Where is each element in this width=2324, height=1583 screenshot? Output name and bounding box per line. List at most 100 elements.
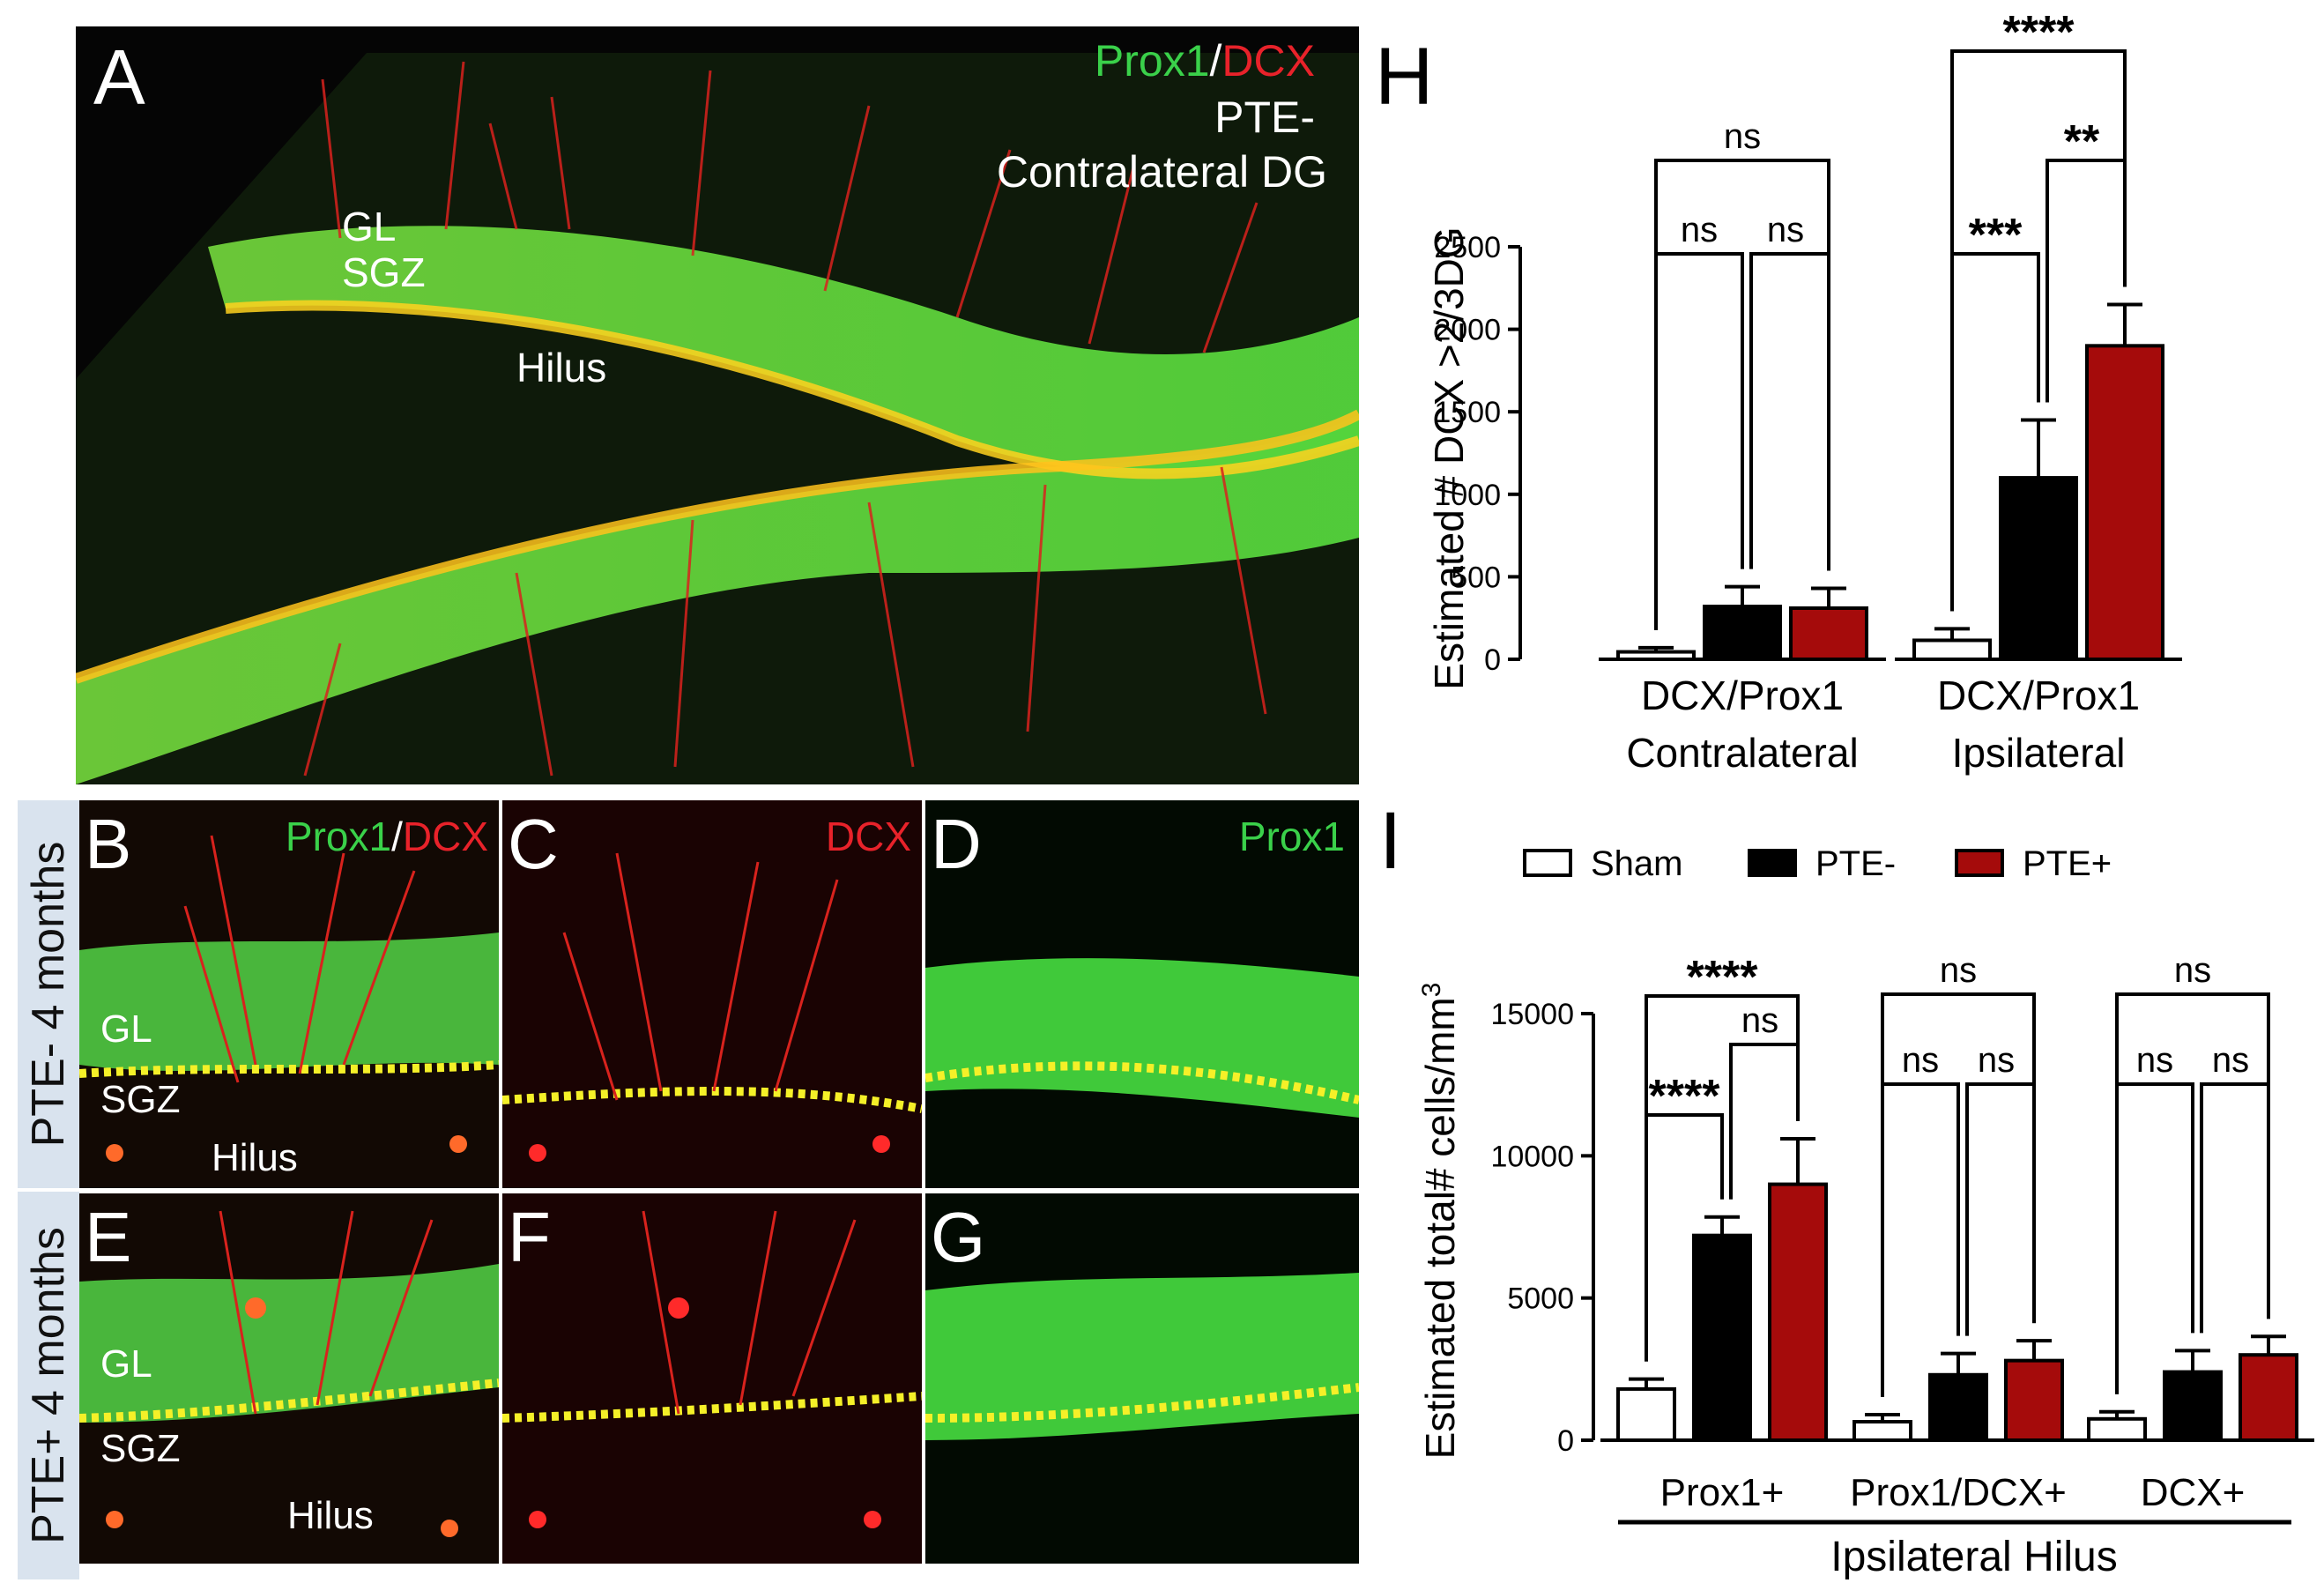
panel-letter-a: A [93,33,145,121]
region-sgz-a: SGZ [342,249,426,295]
panel-letter-e: E [85,1198,132,1276]
region-hilus-b: Hilus [212,1136,298,1179]
bar [1692,1233,1752,1443]
significance-label: ns [1902,1041,1939,1080]
stain-slash: / [1209,36,1222,85]
y-tick-label: 500 [1451,561,1501,594]
dentate-gyrus-image-b [79,800,499,1188]
bar [1616,650,1696,661]
significance-bracket [1749,252,1830,571]
significance-label: ns [1978,1041,2015,1080]
bar [1616,1386,1676,1443]
bar [1768,1182,1828,1442]
significance-label: **** [1687,952,1759,1003]
region-sgz-e: SGZ [100,1427,181,1470]
y-axis-label: Estimated # DCX >2/3DG [1426,227,1472,689]
legend-label: Sham [1591,844,1683,883]
region-gl-e: GL [100,1342,152,1386]
x-axis-label: Ipsilateral Hilus [1830,1534,2117,1580]
significance-label: ns [1741,1001,1778,1040]
x-group-label: Ipsilateral [1952,730,2126,776]
bar [2163,1370,2223,1443]
panel-letter-g: G [931,1198,986,1276]
region-hilus-a: Hilus [516,345,607,390]
bar [2087,1416,2147,1443]
stain-dcx-label: DCX [1221,36,1315,85]
micrograph-panel-g: G [925,1193,1359,1564]
stain-prox1-label-d: Prox1 [1238,814,1345,859]
micrograph-panel-d: D Prox1 [925,800,1359,1188]
region-sgz-b: SGZ [100,1078,181,1121]
bar [1703,605,1782,662]
y-tick-label: 10000 [1490,1140,1574,1173]
y-axis-label: Estimated total# cells/mm3 [1417,983,1464,1460]
significance-label: ns [2174,951,2211,990]
y-tick-label: 0 [1484,643,1501,677]
significance-label: **** [1649,1071,1721,1122]
legend-label: PTE+ [2023,844,2112,883]
significance-label: ns [1767,211,1804,249]
significance-label: ns [1940,951,1977,990]
dcx-image-c [502,800,922,1188]
legend-swatch [1955,849,2004,877]
panel-letter-c: C [508,805,559,883]
bar [2085,344,2164,661]
panel-letter-d: D [931,805,982,883]
micrograph-panel-c: C DCX [502,800,922,1188]
stain-dcx-label-c: DCX [825,814,911,859]
y-tick-label: 5000 [1507,1282,1574,1316]
significance-bracket [1729,1043,1800,1200]
prox1-image-d [925,800,1359,1188]
stain-dcx-label: DCX [402,814,488,859]
y-tick-label: 1500 [1434,396,1501,429]
significance-bracket [1645,1113,1724,1362]
stain-slash: / [391,814,403,859]
significance-bracket [1965,1082,2036,1336]
y-tick-label: 2000 [1434,314,1501,347]
stain-prox1-label: Prox1 [285,814,392,859]
significance-label: *** [1969,210,2023,261]
significance-label: ns [1724,117,1761,156]
significance-bracket [1654,252,1744,630]
prox1-image-g [925,1193,1359,1564]
micrograph-panel-e: E GL SGZ Hilus [79,1193,499,1564]
dcx-image-f [502,1193,922,1564]
legend-label: PTE- [1815,844,1896,883]
stain-legend-b: Prox1/DCX [286,816,488,857]
bar [2004,1358,2064,1442]
legend-swatch [1523,849,1572,877]
stain-prox1-label: Prox1 [1094,36,1210,85]
stain-legend-a: Prox1/DCX [1095,39,1315,83]
micrograph-panel-a: A Prox1/DCX PTE- Contralateral DG GL SGZ… [76,26,1359,784]
group-label-a: PTE- [1214,93,1315,142]
bar [1853,1420,1912,1442]
x-group-label: DCX+ [2141,1471,2246,1514]
dentate-gyrus-image-e [79,1193,499,1564]
y-tick-label: 0 [1557,1424,1574,1458]
region-gl-a: GL [342,204,397,249]
micrograph-panel-f: F [502,1193,922,1564]
region-hilus-e: Hilus [287,1494,374,1537]
y-tick-label: 1000 [1434,479,1501,512]
x-group-label: Contralateral [1626,730,1858,776]
chart-i: 0 5000 10000 15000 Estimated total# cells/mm… [1417,844,2314,1580]
significance-label: ns [2212,1041,2249,1080]
row-label-pte-minus: PTE- 4 months [18,800,79,1188]
region-label-a: Contralateral DG [996,147,1327,197]
bar [1928,1372,1988,1442]
y-tick-label: 2500 [1434,231,1501,264]
significance-bracket [2046,159,2127,403]
bar [1912,638,1992,661]
chart-letter-i: I [1379,796,1402,886]
x-sublabel: DCX/Prox1 [1641,673,1844,718]
significance-bracket [2200,1082,2270,1334]
significance-bracket [2115,1082,2194,1394]
chart-letter-h: H [1375,32,1433,122]
significance-label: ns [2136,1041,2173,1080]
bar [1999,476,2078,662]
y-tick-label: 15000 [1490,998,1574,1031]
region-gl-b: GL [100,1007,152,1051]
significance-bracket [1950,252,2040,612]
row-label-pte-plus: PTE+ 4 months [18,1192,79,1579]
